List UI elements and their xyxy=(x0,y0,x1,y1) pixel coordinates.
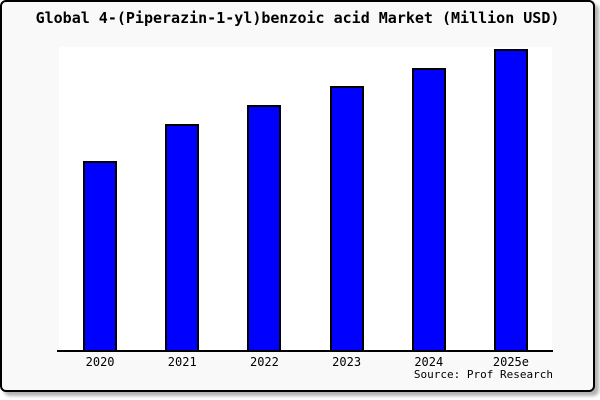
bar-2020 xyxy=(83,161,118,350)
x-axis-labels: 2020 2021 2022 2023 2024 2025e xyxy=(59,355,552,369)
bar-2025e xyxy=(493,49,528,350)
x-tick-label-2025e: 2025e xyxy=(492,355,529,369)
bar-slot-2021 xyxy=(141,47,223,350)
bar-slot-2024 xyxy=(388,47,470,350)
plot-area xyxy=(59,47,552,350)
bar-2021 xyxy=(165,124,200,350)
bar-2022 xyxy=(247,105,282,350)
x-tick-label-2022: 2022 xyxy=(249,355,279,369)
bar-2024 xyxy=(411,68,446,350)
chart-frame: Global 4-(Piperazin-1-yl)benzoic acid Ma… xyxy=(0,0,595,392)
bar-slot-2023 xyxy=(306,47,388,350)
bar-slot-2020 xyxy=(59,47,141,350)
bar-slot-2022 xyxy=(223,47,305,350)
x-tick-label-2024: 2024 xyxy=(414,355,444,369)
bar-slot-2025e xyxy=(470,47,552,350)
x-tick-label-2023: 2023 xyxy=(332,355,362,369)
bars-container xyxy=(59,47,552,350)
x-tick-label-2021: 2021 xyxy=(167,355,197,369)
chart-title: Global 4-(Piperazin-1-yl)benzoic acid Ma… xyxy=(35,9,560,27)
x-axis-line xyxy=(57,350,553,352)
bar-2023 xyxy=(329,86,364,350)
x-tick-label-2020: 2020 xyxy=(85,355,115,369)
source-caption: Source: Prof Research xyxy=(413,368,553,381)
